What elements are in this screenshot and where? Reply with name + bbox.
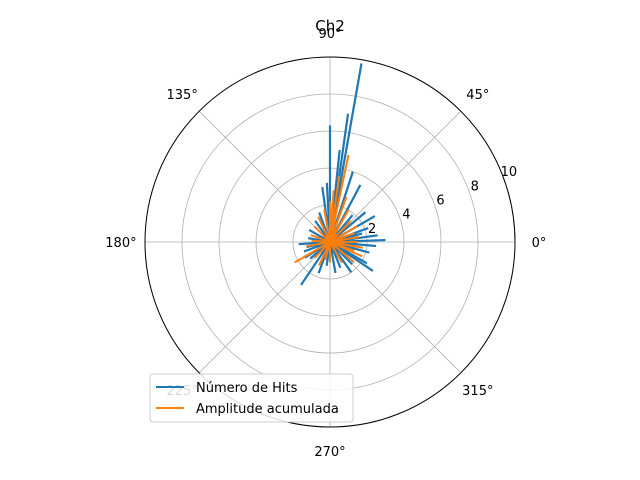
legend-label-1: Amplitude acumulada (196, 402, 339, 417)
series-1-spike-21 (313, 225, 331, 243)
series-1 (294, 154, 363, 266)
series-1-spike-20 (310, 234, 331, 243)
radial-tick-label-2: 2 (368, 222, 376, 237)
radial-tick-label-8: 8 (471, 179, 479, 194)
series-1-spike-13 (329, 241, 343, 264)
angle-tick-label-315: 315° (462, 384, 493, 399)
angular-gridline-45 (329, 110, 462, 243)
series-1-spike-26 (324, 241, 331, 261)
angle-tick-label-135: 135° (167, 88, 198, 103)
series-1-spike-25 (329, 241, 355, 252)
polar-frame (144, 56, 516, 428)
series-1-spike-6 (329, 220, 352, 243)
radial-tick-label-4: 4 (402, 208, 410, 223)
series-1-spike-4 (329, 196, 348, 243)
angle-tick-label-270: 270° (314, 445, 345, 460)
radial-tick-label-6: 6 (436, 194, 444, 209)
angle-tick-label-45: 45° (466, 88, 489, 103)
series-0-spike-20 (300, 241, 331, 286)
series-layer (294, 63, 386, 286)
legend-box (149, 373, 354, 423)
series-1-spike-16 (313, 241, 331, 259)
series-1-spike-22 (317, 216, 331, 243)
radial-tick-label-10: 10 (501, 165, 518, 180)
legend-label-0: Número de Hits (196, 381, 298, 396)
series-1-spike-0 (329, 154, 350, 243)
series-1-spike-23 (323, 209, 331, 243)
series-1-spike-24 (329, 232, 355, 243)
series-1-spike-12 (329, 241, 355, 263)
chart-title: Ch2 (315, 17, 345, 35)
series-1-spike-17 (294, 241, 331, 264)
angle-tick-label-180: 180° (105, 236, 136, 251)
angular-gridline-225 (198, 241, 331, 374)
angle-tick-label-90: 90° (318, 27, 341, 42)
angular-gridline-135 (198, 110, 331, 243)
angle-tick-label-0: 0° (532, 236, 547, 251)
series-1-spike-5 (329, 209, 350, 243)
legend: Número de Hits Amplitude acumulada (149, 373, 354, 423)
